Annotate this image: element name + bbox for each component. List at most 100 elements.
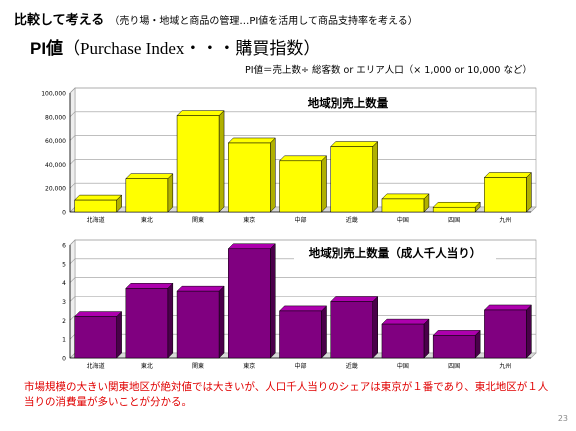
y-tick-label: 40,000: [45, 162, 66, 169]
x-category-label: 九州: [499, 216, 511, 224]
chart-title-box: 地域別売上数量: [285, 94, 411, 111]
bar-side: [526, 304, 532, 359]
x-category-label: 北海道: [87, 362, 105, 370]
bar-front: [381, 198, 425, 213]
bar-top: [74, 311, 123, 317]
y-tick-label: 100,000: [41, 91, 66, 98]
bar-top: [432, 201, 481, 208]
bar: [278, 155, 328, 213]
y-tick-label: 6: [62, 243, 66, 250]
bar-front: [228, 142, 271, 213]
bar: [483, 171, 532, 213]
y-tick-label: 0: [62, 356, 66, 363]
sales-volume-chart: 0 20,000 40,000 60,000 80,000 100,000 北海道 東北 関東 東…: [0, 76, 576, 232]
bar-front: [74, 316, 117, 359]
x-category-label: 東京: [243, 216, 255, 224]
chart-title-box: 地域別売上数量（成人千人当り）: [294, 244, 496, 261]
bar: [125, 282, 174, 359]
y-tick-label: 3: [62, 299, 66, 306]
gridline: [69, 182, 536, 189]
bar-top: [176, 285, 225, 292]
x-category-label: 東北: [141, 362, 153, 370]
bar-front: [484, 309, 527, 359]
x-category-label: 北海道: [87, 216, 105, 224]
bar-front: [176, 290, 220, 359]
chart-title: 地域別売上数量（成人千人当り）: [309, 246, 482, 260]
bar-front: [279, 160, 322, 213]
bar: [227, 243, 276, 359]
gridline: [69, 111, 536, 118]
gridline: [69, 277, 536, 283]
pi-description: （Purchase Index・・・購買指数）: [63, 39, 321, 58]
y-tick-label: 0: [62, 210, 66, 217]
bar-top: [432, 330, 481, 336]
page-number: 23: [557, 414, 568, 423]
bar-side: [270, 137, 276, 213]
bar: [176, 285, 225, 359]
x-category-label: 東北: [141, 216, 153, 224]
bar-front: [228, 248, 271, 359]
bar-top: [176, 110, 225, 116]
slide-title-sub: （売り場・地域と商品の管理…PI値を活用して商品支持率を考える）: [109, 16, 418, 27]
bar-front: [279, 310, 322, 359]
gridline: [69, 135, 536, 141]
bar-front: [330, 146, 373, 213]
x-category-label: 中部: [294, 362, 306, 370]
bar-top: [74, 194, 123, 201]
bar: [381, 193, 430, 213]
x-category-label: 四国: [448, 363, 460, 370]
slide-title-main: 比較して考える: [14, 13, 105, 28]
y-tick-label: 20,000: [45, 186, 66, 193]
y-tick-label: 80,000: [45, 114, 66, 121]
x-category-label: 関東: [192, 216, 204, 224]
bar: [381, 318, 430, 359]
chart-title-background: [294, 244, 496, 261]
bar: [176, 110, 225, 213]
x-category-label: 四国: [448, 217, 460, 224]
gridline: [69, 239, 536, 246]
bar-top: [278, 305, 328, 312]
bar: [432, 201, 481, 213]
slide-title: 比較して考える （売り場・地域と商品の管理…PI値を活用して商品支持率を考える）: [14, 9, 418, 28]
y-tick-label: 60,000: [45, 138, 66, 145]
bar-top: [381, 318, 430, 325]
bar: [330, 140, 379, 213]
bar-side: [218, 285, 225, 359]
y-tick-label: 4: [62, 280, 66, 287]
plot-side-wall: [69, 87, 76, 213]
bar-front: [381, 323, 425, 359]
y-tick-label: 2: [62, 318, 66, 325]
bar: [125, 173, 174, 213]
gridline: [69, 87, 536, 94]
x-category-label: 中国: [397, 362, 409, 370]
bar-top: [483, 172, 532, 178]
bar-top: [227, 137, 276, 144]
bar-side: [423, 318, 430, 359]
bar-top: [125, 173, 174, 179]
pi-label: PI値: [30, 39, 64, 58]
x-category-label: 中部: [294, 216, 306, 224]
bar-side: [116, 310, 122, 359]
bar-side: [321, 155, 327, 213]
bar-side: [270, 243, 276, 359]
x-category-label: 近畿: [346, 362, 358, 370]
bar-side: [372, 295, 378, 359]
y-tick-label: 5: [62, 261, 66, 268]
x-category-label: 関東: [192, 362, 204, 370]
sales-per-thousand-chart-svg: 0 1 2 3 4 5 6 北海道 東北 関東 東京 中部 近畿 中国 四国 九州 地域別売上数量（成人千人当り…: [62, 239, 537, 370]
bar: [330, 295, 379, 359]
gridline: [69, 296, 536, 302]
conclusion-note: 市場規模の大きい関東地区が絶対値では大きいが、人口千人当りのシェアは東京が１番で…: [24, 381, 549, 408]
bar-front: [330, 301, 373, 359]
bar-front: [432, 335, 476, 359]
bar-top: [278, 155, 328, 162]
bar: [483, 304, 532, 359]
gridline: [69, 315, 536, 321]
x-category-label: 近畿: [346, 216, 358, 224]
bar-side: [167, 282, 174, 359]
bar-top: [227, 243, 276, 250]
bar-front: [125, 288, 169, 359]
bar-side: [526, 171, 532, 213]
bar-front: [125, 178, 169, 213]
bar-side: [218, 110, 225, 213]
